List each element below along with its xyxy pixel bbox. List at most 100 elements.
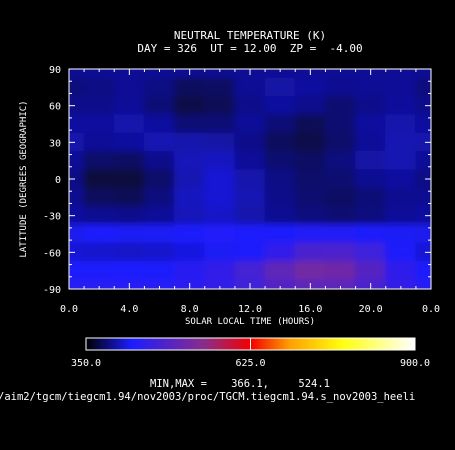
heatmap-cell: [385, 187, 417, 207]
heatmap-cell: [385, 132, 417, 152]
heatmap-cell: [264, 279, 296, 289]
heatmap-cell: [324, 132, 357, 152]
heatmap-cell: [385, 114, 417, 134]
heatmap-cell: [234, 96, 266, 116]
heatmap-cell: [113, 206, 145, 226]
heatmap-cell: [83, 114, 115, 134]
heatmap-cell: [113, 114, 145, 134]
heatmap-cell: [294, 169, 326, 189]
heatmap-cell: [234, 261, 266, 281]
heatmap-cell: [69, 77, 85, 97]
heatmap-cell: [69, 279, 85, 289]
y-tick-label: 60: [49, 102, 61, 113]
heatmap-cell: [415, 96, 431, 116]
heatmap-cell: [294, 151, 326, 171]
heatmap-cell: [143, 224, 176, 244]
x-tick-label: 0.0: [60, 304, 78, 315]
x-axis-ticks: 0.0 4.0 8.0 12.0 16.0 20.0 0.0: [60, 69, 440, 315]
heatmap-cell: [113, 187, 145, 207]
heatmap-cell: [83, 77, 115, 97]
heatmap-cell: [264, 96, 296, 116]
heatmap-cell: [83, 187, 115, 207]
heatmap-cell: [294, 261, 326, 281]
heatmap-cell: [143, 132, 176, 152]
heatmap-cell: [415, 132, 431, 152]
heatmap-cell: [204, 114, 236, 134]
heatmap-cell: [204, 151, 236, 171]
heatmap-cell: [204, 69, 236, 79]
x-tick-label: 0.0: [422, 304, 440, 315]
heatmap-cell: [174, 187, 206, 207]
heatmap-cell: [355, 114, 387, 134]
heatmap-cell: [234, 114, 266, 134]
heatmap-cell: [385, 242, 417, 262]
heatmap-cell: [174, 77, 206, 97]
heatmap-cell: [204, 96, 236, 116]
heatmap-cell: [69, 114, 85, 134]
y-tick-label: 90: [49, 65, 61, 76]
heatmap-cell: [355, 242, 387, 262]
heatmap-cell: [113, 132, 145, 152]
heatmap-cell: [355, 224, 387, 244]
heatmap-cell: [264, 69, 296, 79]
heatmap-cell: [83, 261, 115, 281]
heatmap-cell: [385, 151, 417, 171]
x-axis-label: SOLAR LOCAL TIME (HOURS): [185, 317, 315, 327]
heatmap-cell: [69, 69, 85, 79]
x-tick-label: 12.0: [238, 304, 262, 315]
source-path: /aim2/tgcm/tiegcm1.94/nov2003/proc/TGCM.…: [0, 391, 415, 403]
heatmap-cell: [113, 261, 145, 281]
heatmap-cell: [204, 261, 236, 281]
heatmap-cell: [69, 224, 85, 244]
heatmap-cell: [143, 151, 176, 171]
heatmap-cell: [69, 96, 85, 116]
heatmap-cell: [234, 206, 266, 226]
heatmap-cell: [83, 169, 115, 189]
heatmap-cell: [385, 69, 417, 79]
heatmap-cell: [294, 187, 326, 207]
heatmap-cell: [264, 261, 296, 281]
y-tick-label: 0: [55, 175, 61, 186]
heatmap-cell: [83, 279, 115, 289]
heatmap-cell: [143, 242, 176, 262]
heatmap-cell: [324, 261, 357, 281]
chart-title: NEUTRAL TEMPERATURE (K): [174, 29, 326, 42]
heatmap-cell: [294, 96, 326, 116]
heatmap-cell: [324, 69, 357, 79]
heatmap-cell: [69, 151, 85, 171]
heatmap-cell: [385, 224, 417, 244]
heatmap-cell: [174, 151, 206, 171]
heatmap-cell: [143, 261, 176, 281]
heatmap-cell: [264, 114, 296, 134]
heatmap-cell: [83, 206, 115, 226]
heatmap-cell: [113, 151, 145, 171]
heatmap-cell: [174, 169, 206, 189]
heatmap-cell: [143, 77, 176, 97]
heatmap-cell: [385, 261, 417, 281]
heatmap-cell: [69, 187, 85, 207]
heatmap-cell: [415, 114, 431, 134]
heatmap-cell: [415, 206, 431, 226]
max-value: 524.1: [298, 378, 330, 390]
heatmap-cell: [69, 242, 85, 262]
heatmap-cell: [324, 96, 357, 116]
heatmap-cell: [415, 151, 431, 171]
heatmap-cell: [234, 151, 266, 171]
heatmap-cell: [113, 169, 145, 189]
heatmap-cell: [324, 169, 357, 189]
heatmap-cell: [83, 96, 115, 116]
heatmap-cell: [83, 224, 115, 244]
heatmap-cell: [83, 69, 115, 79]
heatmap-cell: [69, 169, 85, 189]
heatmap-cell: [234, 224, 266, 244]
heatmap-cell: [324, 151, 357, 171]
heatmap-cell: [234, 132, 266, 152]
heatmap-cell: [264, 242, 296, 262]
heatmap-cell: [324, 77, 357, 97]
heatmap-cell: [294, 77, 326, 97]
heatmap-cell: [204, 169, 236, 189]
heatmap-cell: [83, 242, 115, 262]
heatmap-cell: [174, 96, 206, 116]
heatmap-cell: [143, 114, 176, 134]
heatmap-cell: [324, 242, 357, 262]
